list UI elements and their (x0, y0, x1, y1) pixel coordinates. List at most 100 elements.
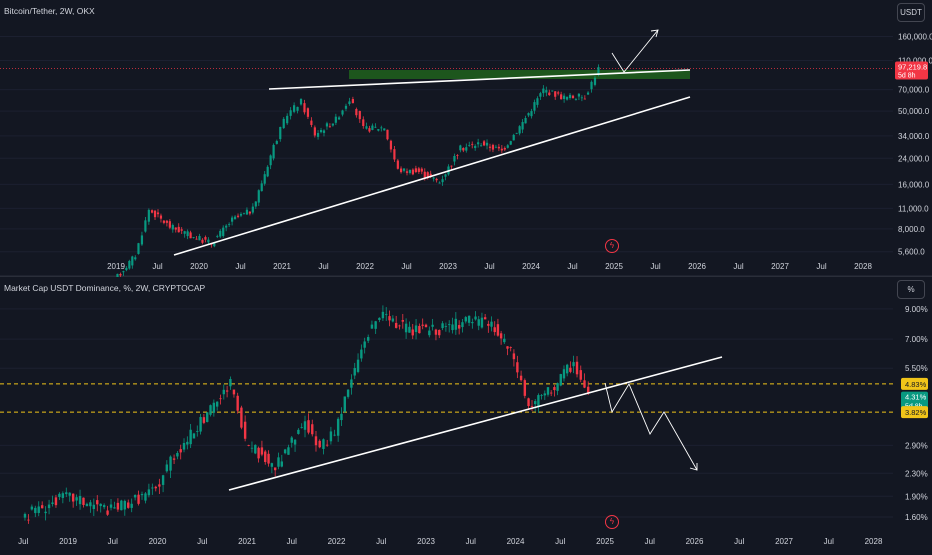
usdt-candle-body (322, 439, 325, 449)
btc-candle-body (183, 231, 186, 234)
usdt-candle-body (99, 503, 102, 507)
btc-time-label: Jul (235, 262, 245, 271)
usdt-upper-value: 4.83% (905, 380, 927, 389)
btc-time-label: 2022 (356, 262, 374, 271)
usdt-candle-body (537, 395, 540, 408)
usdt-candle-body (186, 441, 189, 445)
btc-candle-body (319, 130, 323, 133)
btc-last-price-badge (895, 61, 928, 80)
btc-candle-body (485, 142, 489, 146)
usdt-candle-body (232, 389, 236, 395)
btc-candle-body (524, 117, 527, 124)
usdt-candle-body (165, 464, 169, 472)
btc-price-tick: 160,000.0 (898, 32, 932, 41)
btc-pane[interactable]: 160,000.0 110,000.0 70,000.0 50,000.0 34,000… (0, 0, 932, 280)
usdt-candle-body (565, 364, 569, 374)
usdt-scale-button[interactable]: % (897, 280, 925, 299)
usdt-candle-body (438, 330, 441, 336)
usdt-time-label: Jul (18, 537, 28, 546)
usdt-candle-body (264, 451, 267, 462)
btc-candle-body (441, 179, 444, 183)
usdt-candle-body (434, 329, 438, 335)
usdt-candle-body (549, 392, 553, 394)
usdt-candle-body (385, 313, 388, 315)
btc-candle-body (383, 128, 386, 131)
usdt-candle-body (461, 322, 464, 328)
usdt-candle-body (130, 503, 133, 508)
usdt-candle-body (109, 504, 113, 508)
usdt-candle-body (388, 316, 391, 321)
btc-candle-body (174, 227, 177, 230)
usdt-candle-body (250, 447, 254, 449)
btc-candle-body (374, 126, 377, 128)
btc-candle-body (565, 96, 569, 100)
usdt-candle-body (451, 324, 454, 331)
usdt-time-label: Jul (376, 537, 386, 546)
btc-candle-body (328, 126, 332, 128)
usdt-candle-body (212, 402, 216, 413)
usdt-candle-body (51, 502, 54, 504)
usdt-candle-body (47, 504, 51, 509)
btc-last-price: 97,219.8 (898, 62, 927, 71)
btc-candle-body (322, 130, 326, 133)
usdt-candle-body (318, 440, 321, 448)
usdt-candle-body (404, 323, 408, 333)
usdt-time-label: 2023 (417, 537, 435, 546)
btc-candle-body (201, 239, 204, 243)
btc-candle-body (450, 165, 453, 167)
lightning-icon[interactable]: ϟ (605, 515, 619, 529)
btc-candle-body (177, 226, 180, 233)
btc-price-tick: 8,000.0 (898, 225, 925, 234)
btc-candle-body (506, 145, 509, 148)
usdt-candle-body (196, 431, 199, 432)
usdt-candle-body (553, 387, 556, 391)
btc-candle-body (341, 110, 344, 115)
btc-scale-button[interactable]: USDT (897, 3, 925, 22)
usdt-candle-body (123, 500, 126, 510)
usdt-candle-body (140, 494, 144, 496)
btc-price-tick: 16,000.0 (898, 180, 930, 189)
btc-candle-body (380, 127, 383, 129)
usdt-candle-body (381, 311, 385, 319)
usdt-candle-body (287, 447, 290, 455)
usdt-candle-body (519, 375, 523, 381)
usdt-pane-title: Market Cap USDT Dominance, %, 2W, CRYPTO… (4, 283, 206, 293)
lightning-icon[interactable]: ϟ (605, 239, 619, 253)
btc-candle-body (207, 239, 210, 243)
btc-candle-body (580, 97, 583, 99)
btc-candle-body (480, 145, 483, 147)
btc-price-tick: 5,600.0 (898, 248, 925, 257)
usdt-candle-body (467, 315, 471, 323)
usdt-candle-body (247, 445, 250, 446)
usdt-time-label: 2020 (149, 537, 167, 546)
btc-price-tick: 34,000.0 (898, 132, 930, 141)
btc-candle-body (159, 215, 163, 219)
btc-candle-body (131, 256, 134, 266)
btc-candle-body (491, 144, 495, 150)
usdt-pct-tick: 2.90% (905, 441, 928, 450)
btc-candle-body (465, 147, 468, 151)
usdt-candle-body (414, 325, 418, 333)
usdt-candle-body (583, 380, 586, 388)
usdt-candle-body (556, 383, 559, 391)
usdt-candle-body (530, 406, 534, 407)
btc-candle-body (162, 220, 166, 223)
usdt-dominance-pane[interactable]: 9.00% 7.00% 5.50% 2.90% 2.30% 1.90% 1.60% Jul 20… (0, 277, 932, 550)
usdt-candle-body (454, 318, 458, 330)
btc-candle-body (571, 95, 575, 99)
usdt-candle-body (236, 395, 239, 411)
btc-candle-body (348, 101, 351, 105)
usdt-candle-body (257, 447, 260, 459)
btc-candle-body (471, 143, 474, 145)
usdt-candle-body (493, 327, 496, 333)
usdt-candle-body (343, 396, 346, 412)
usdt-projection-path (604, 382, 698, 471)
btc-candle-body (263, 174, 266, 184)
usdt-candle-body (147, 489, 151, 496)
btc-candle-body (279, 126, 282, 140)
btc-candle-body (219, 230, 222, 237)
btc-candle-body (245, 209, 249, 215)
btc-support-trendline (173, 96, 691, 256)
